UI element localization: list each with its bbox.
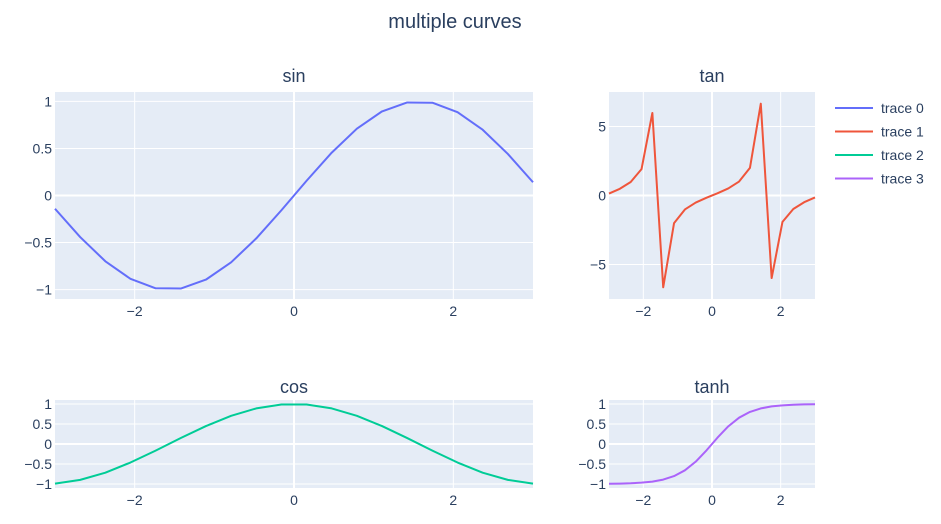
- subplot-sin[interactable]: −2 0 2 1 0.5 0 −0.5 −1 sin: [24, 66, 534, 319]
- y-tick-label: 0: [44, 188, 52, 204]
- y-tick-label: 5: [598, 119, 606, 135]
- legend-label: trace 3: [881, 171, 924, 187]
- y-tick-label: −1: [36, 282, 52, 298]
- y-tick-label: 0.5: [33, 140, 53, 156]
- legend-item[interactable]: trace 2: [835, 147, 924, 163]
- subplot-tan[interactable]: −2 0 2 5 0 −5 tan: [590, 66, 816, 319]
- x-tick-label: 0: [708, 303, 716, 319]
- series-line-trace-1[interactable]: [608, 102, 816, 289]
- legend-item[interactable]: trace 0: [835, 100, 924, 116]
- subplot-title: sin: [282, 66, 305, 86]
- x-tick-label: 0: [290, 492, 298, 508]
- chart-title: multiple curves: [388, 11, 521, 33]
- y-tick-label: −1: [590, 476, 606, 492]
- x-tick-label: −2: [635, 492, 651, 508]
- legend-label: trace 2: [881, 147, 924, 163]
- legend-label: trace 1: [881, 124, 924, 140]
- y-tick-label: 0.5: [33, 416, 53, 432]
- x-tick-label: 2: [777, 492, 785, 508]
- y-tick-label: −0.5: [578, 456, 606, 472]
- legend[interactable]: trace 0 trace 1 trace 2 trace 3: [835, 100, 924, 187]
- y-tick-label: 0.5: [587, 416, 607, 432]
- x-tick-label: −2: [127, 492, 143, 508]
- y-tick-label: 1: [44, 93, 52, 109]
- subplot-tanh[interactable]: −2 0 2 1 0.5 0 −0.5 −1 tanh: [578, 377, 816, 508]
- legend-item[interactable]: trace 1: [835, 124, 924, 140]
- y-tick-label: 0: [598, 436, 606, 452]
- y-tick-label: −0.5: [24, 456, 52, 472]
- y-tick-label: −1: [36, 476, 52, 492]
- series-line-trace-3[interactable]: [608, 403, 816, 485]
- y-tick-label: 1: [598, 396, 606, 412]
- legend-item[interactable]: trace 3: [835, 171, 924, 187]
- x-tick-label: −2: [127, 303, 143, 319]
- series-line-trace-0[interactable]: [54, 101, 534, 290]
- subplot-cos[interactable]: −2 0 2 1 0.5 0 −0.5 −1 cos: [24, 377, 534, 508]
- subplot-title: tan: [699, 66, 724, 86]
- x-tick-label: 0: [708, 492, 716, 508]
- x-tick-label: 2: [449, 492, 457, 508]
- y-tick-label: 0: [598, 188, 606, 204]
- y-tick-label: −0.5: [24, 235, 52, 251]
- x-tick-label: −2: [635, 303, 651, 319]
- subplot-title: tanh: [694, 377, 729, 397]
- y-tick-label: −5: [590, 257, 606, 273]
- x-tick-label: 2: [777, 303, 785, 319]
- y-tick-label: 0: [44, 436, 52, 452]
- x-tick-label: 2: [449, 303, 457, 319]
- series-line-trace-2[interactable]: [54, 403, 534, 485]
- y-tick-label: 1: [44, 396, 52, 412]
- subplot-title: cos: [280, 377, 308, 397]
- x-tick-label: 0: [290, 303, 298, 319]
- legend-label: trace 0: [881, 100, 924, 116]
